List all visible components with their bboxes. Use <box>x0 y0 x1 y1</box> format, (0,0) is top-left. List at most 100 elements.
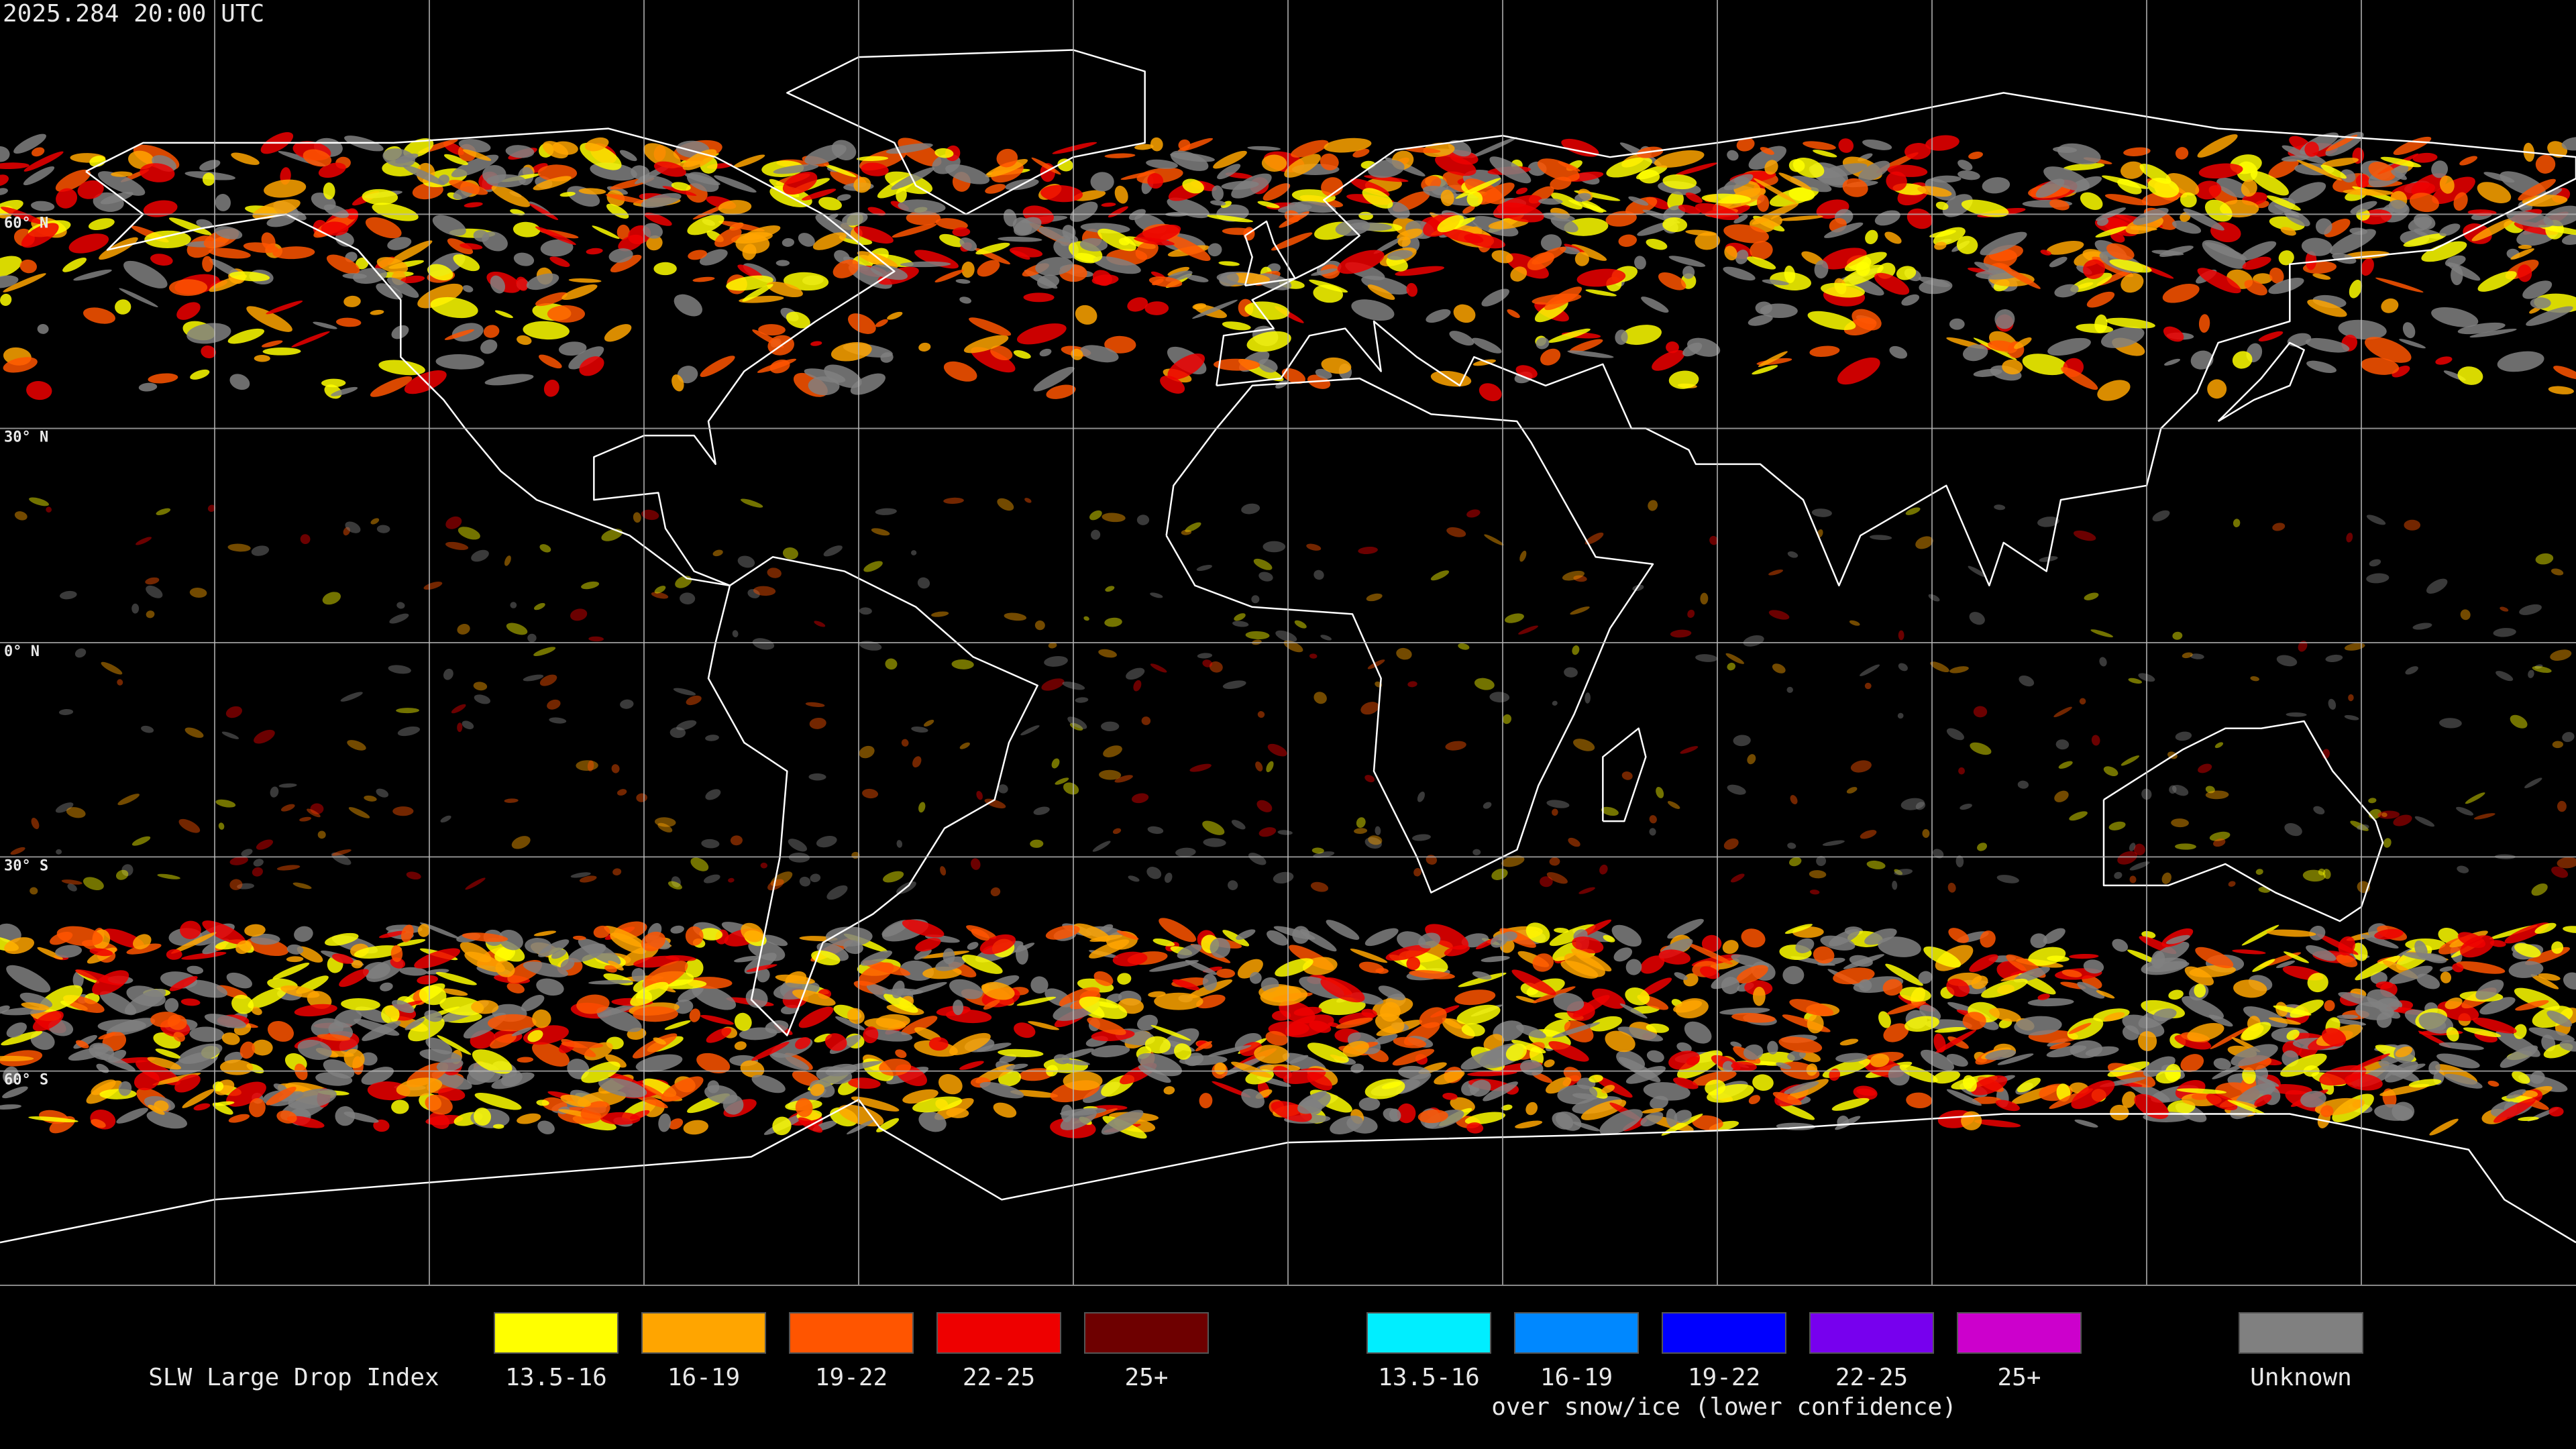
cloud-patch <box>1031 157 1061 175</box>
cloud-patch <box>1590 1016 1623 1032</box>
cloud-patch <box>653 1037 666 1045</box>
cloud-patch <box>902 1089 938 1104</box>
cloud-patch <box>1199 1093 1213 1109</box>
cloud-patch <box>2069 811 2088 821</box>
cloud-patch <box>674 294 703 317</box>
cloud-patch <box>714 175 757 193</box>
cloud-patch <box>824 364 862 388</box>
cloud-patch <box>1837 357 1880 385</box>
cloud-patch <box>1062 225 1076 239</box>
cloud-patch <box>1568 837 1580 847</box>
cloud-patch <box>1518 625 1538 635</box>
cloud-patch <box>2287 333 2312 347</box>
cloud-patch <box>728 877 735 883</box>
cloud-patch <box>523 674 544 682</box>
cloud-patch <box>1995 1099 2020 1112</box>
cloud-patch <box>2414 816 2435 827</box>
cloud-patch <box>1731 1061 1757 1072</box>
cloud-patch <box>517 335 532 345</box>
cloud-patch <box>1434 1070 1465 1085</box>
cloud-patch <box>1039 348 1052 357</box>
cloud-patch <box>674 999 694 1014</box>
cloud-patch <box>1163 1086 1175 1095</box>
cloud-patch <box>533 930 557 936</box>
cloud-patch <box>998 1049 1044 1057</box>
cloud-patch <box>1248 853 1267 865</box>
cloud-patch <box>833 1061 882 1073</box>
cloud-patch <box>1789 999 1834 1016</box>
cloud-patch <box>1567 350 1614 358</box>
cloud-patch <box>1089 934 1123 943</box>
cloud-patch <box>1723 838 1739 850</box>
cloud-patch <box>1063 782 1079 795</box>
cloud-patch <box>83 307 115 324</box>
cloud-patch <box>147 1057 181 1070</box>
cloud-patch <box>883 994 918 1013</box>
cloud-patch <box>639 175 674 189</box>
cloud-patch <box>1040 184 1083 203</box>
cloud-patch <box>2155 1069 2182 1084</box>
cloud-patch <box>1028 1021 1059 1030</box>
cloud-patch <box>1210 200 1226 206</box>
cloud-patch <box>193 1103 211 1111</box>
cloud-patch <box>1552 1112 1574 1130</box>
cloud-patch <box>2306 945 2337 961</box>
cloud-patch <box>335 1106 356 1126</box>
cloud-patch <box>2284 822 2302 837</box>
cloud-patch <box>2496 671 2514 682</box>
cloud-patch <box>1213 150 1247 169</box>
cloud-patch <box>1960 803 1972 810</box>
cloud-patch <box>758 324 786 336</box>
cloud-patch <box>2084 592 2099 600</box>
cloud-patch <box>604 965 617 973</box>
cloud-patch <box>2161 872 2171 884</box>
cloud-patch <box>1137 1053 1182 1077</box>
cloud-patch <box>397 727 421 737</box>
cloud-patch <box>539 544 551 553</box>
cloud-patch <box>784 272 829 291</box>
cloud-patch <box>370 376 413 397</box>
cloud-patch <box>1202 820 1225 835</box>
cloud-patch <box>2159 246 2194 257</box>
legend-swatch <box>494 1312 619 1354</box>
cloud-patch <box>342 273 367 279</box>
cloud-patch <box>1676 1042 1692 1053</box>
cloud-patch <box>1972 1096 2002 1104</box>
cloud-patch <box>387 240 433 265</box>
cloud-patch <box>1014 1022 1036 1038</box>
cloud-patch <box>863 561 883 572</box>
cloud-patch <box>1649 828 1656 836</box>
cloud-patch <box>576 760 598 771</box>
cloud-patch <box>1364 928 1399 947</box>
cloud-patch <box>2543 205 2576 227</box>
cloud-patch <box>809 717 826 729</box>
cloud-patch <box>2463 223 2492 244</box>
cloud-patch <box>1241 503 1260 515</box>
cloud-patch <box>875 1014 910 1028</box>
cloud-patch <box>641 193 682 209</box>
cloud-patch <box>1721 977 1740 994</box>
cloud-patch <box>1246 331 1291 352</box>
cloud-patch <box>1265 1030 1289 1046</box>
cloud-patch <box>1167 197 1210 219</box>
cloud-patch <box>1571 244 1607 261</box>
cloud-patch <box>1642 1108 1664 1114</box>
cloud-patch <box>1743 1044 1764 1060</box>
cloud-patch <box>2552 741 2564 749</box>
cloud-patch <box>560 959 575 971</box>
cloud-patch <box>2550 649 2572 661</box>
cloud-patch <box>1552 1022 1601 1038</box>
cloud-patch <box>362 189 398 205</box>
cloud-patch <box>1502 714 1512 724</box>
cloud-patch <box>1672 1077 1699 1089</box>
cloud-patch <box>1692 1071 1737 1086</box>
cloud-patch <box>1790 795 1798 804</box>
cloud-patch <box>1030 839 1044 848</box>
cloud-patch <box>325 932 359 946</box>
cloud-patch <box>2102 175 2149 189</box>
cloud-patch <box>1662 174 1697 190</box>
cloud-patch <box>1946 1089 1982 1106</box>
cloud-patch <box>1640 977 1672 997</box>
cloud-patch <box>453 254 480 272</box>
cloud-patch <box>2096 990 2115 999</box>
